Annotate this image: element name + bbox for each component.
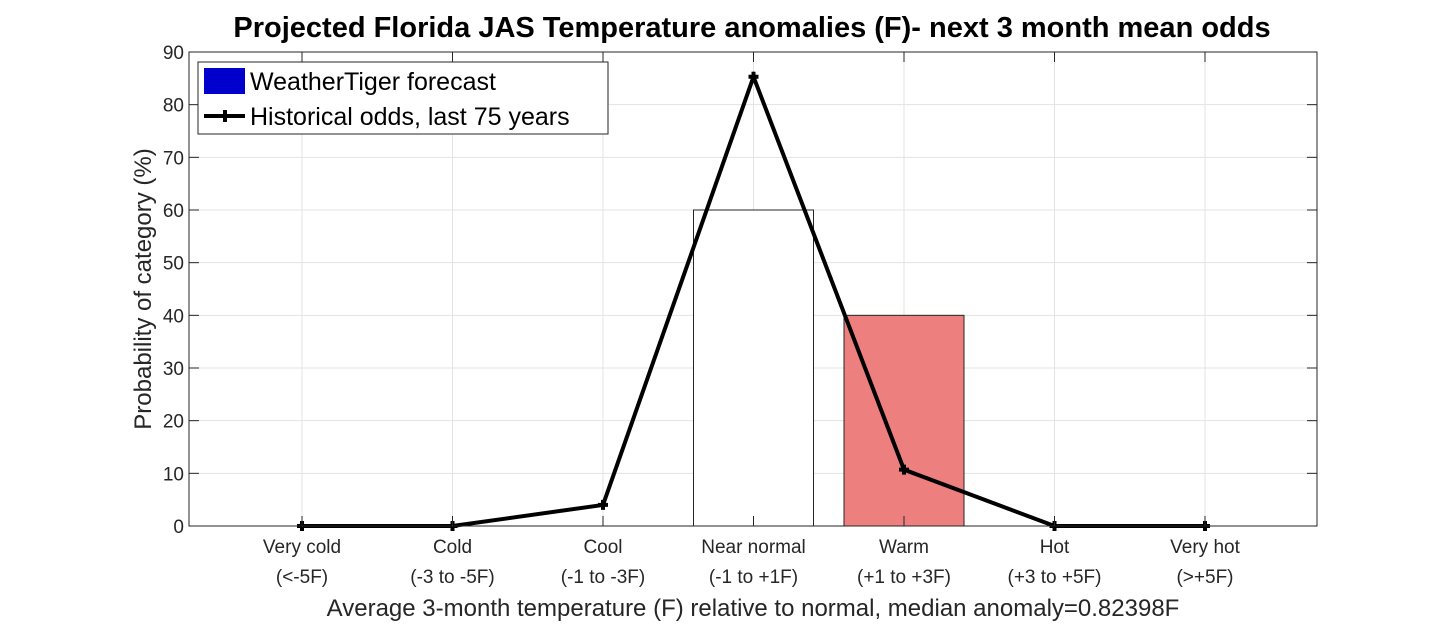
y-axis-label: Probability of category (%) [130, 148, 157, 429]
y-tick-label: 10 [163, 464, 184, 485]
y-tick-label: 0 [173, 517, 184, 538]
historical-odds-point [598, 499, 608, 510]
x-tick-label: Warm [879, 537, 929, 558]
forecast-bar [693, 209, 814, 527]
x-tick-range-label: (+1 to +3F) [857, 567, 951, 588]
x-tick-range-label: (+3 to +5F) [1008, 567, 1102, 588]
legend-historical-marker [219, 110, 231, 122]
x-tick-range-label: (<-5F) [276, 567, 328, 588]
legend-box [197, 61, 609, 135]
y-tick-label: 70 [163, 148, 184, 169]
y-axis-ticks: 0 10 20 30 40 50 60 70 80 90 [163, 43, 1317, 538]
x-tick-range-label: (>+5F) [1176, 567, 1233, 588]
legend-forecast-swatch [204, 68, 245, 94]
y-tick-label: 30 [163, 359, 184, 380]
x-tick-label: Very hot [1170, 537, 1240, 558]
y-tick-label: 60 [163, 201, 184, 222]
y-tick-label: 80 [163, 96, 184, 117]
x-tick-label: Very cold [263, 537, 341, 558]
x-tick-label: Cool [583, 537, 622, 558]
x-axis-label: Average 3-month temperature (F) relative… [327, 595, 1180, 622]
x-tick-range-label: (-1 to +1F) [709, 567, 798, 588]
forecast-bar [843, 314, 965, 527]
legend: WeatherTiger forecast Historical odds, l… [197, 61, 609, 135]
x-tick-label: Hot [1040, 537, 1070, 558]
x-tick-range-label: (-1 to -3F) [561, 567, 645, 588]
y-tick-label: 40 [163, 306, 184, 327]
x-axis-ticks: Very cold (<-5F) Cold (-3 to -5F) Cool (-1 to… [263, 52, 1241, 588]
x-tick-range-label: (-3 to -5F) [410, 567, 494, 588]
y-tick-label: 20 [163, 412, 184, 433]
historical-odds-point [748, 71, 759, 82]
y-tick-label: 50 [163, 254, 184, 275]
x-tick-label: Near normal [701, 537, 806, 558]
historical-odds-point [899, 464, 909, 475]
chart-title: Projected Florida JAS Temperature anomal… [233, 12, 1270, 44]
bar-series [693, 209, 965, 527]
legend-historical-label: Historical odds, last 75 years [250, 103, 570, 131]
x-tick-label: Cold [433, 537, 472, 558]
legend-forecast-label: WeatherTiger forecast [250, 68, 496, 96]
y-tick-label: 90 [163, 43, 184, 64]
